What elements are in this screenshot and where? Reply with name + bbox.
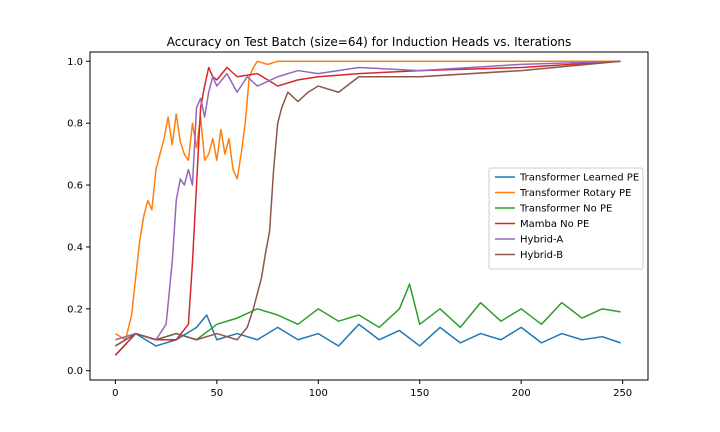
plot-area-frame bbox=[89, 51, 649, 381]
y-tick-label: 1.0 bbox=[67, 57, 83, 68]
x-tick-label: 0 bbox=[112, 388, 118, 399]
series-line-hybrid-b bbox=[114, 60, 621, 347]
series-line-transformer-no-pe bbox=[114, 283, 621, 347]
x-tick-label: 250 bbox=[613, 388, 632, 399]
series-line-mamba-no-pe bbox=[114, 60, 621, 356]
legend: Transformer Learned PE Transformer Rotary… bbox=[488, 167, 644, 270]
legend-label: Transformer Rotary PE bbox=[519, 188, 631, 199]
legend-label: Transformer Learned PE bbox=[519, 173, 639, 184]
series-line-transformer-learned-pe bbox=[114, 314, 621, 356]
plot-lines bbox=[114, 60, 621, 356]
y-axis: 0.0 0.2 0.4 0.6 0.8 1.0 bbox=[67, 57, 90, 377]
series-line-hybrid-a bbox=[115, 60, 621, 341]
legend-label: Hybrid-B bbox=[520, 250, 563, 261]
x-tick-label: 200 bbox=[512, 388, 531, 399]
legend-label: Mamba No PE bbox=[520, 219, 589, 230]
y-tick-label: 0.0 bbox=[67, 366, 83, 377]
chart-title: Accuracy on Test Batch (size=64) for Ind… bbox=[167, 35, 572, 49]
y-tick-label: 0.2 bbox=[67, 304, 83, 315]
x-axis: 0 50 100 150 200 250 bbox=[112, 380, 632, 399]
legend-label: Transformer No PE bbox=[519, 204, 612, 215]
x-tick-label: 150 bbox=[410, 388, 429, 399]
legend-box bbox=[488, 167, 644, 270]
series-line-transformer-rotary-pe bbox=[114, 60, 621, 341]
y-tick-label: 0.8 bbox=[67, 119, 83, 130]
legend-label: Hybrid-A bbox=[520, 235, 563, 246]
y-tick-label: 0.6 bbox=[67, 181, 83, 192]
x-tick-label: 50 bbox=[210, 388, 223, 399]
x-tick-label: 100 bbox=[309, 388, 328, 399]
y-tick-label: 0.4 bbox=[67, 242, 83, 253]
